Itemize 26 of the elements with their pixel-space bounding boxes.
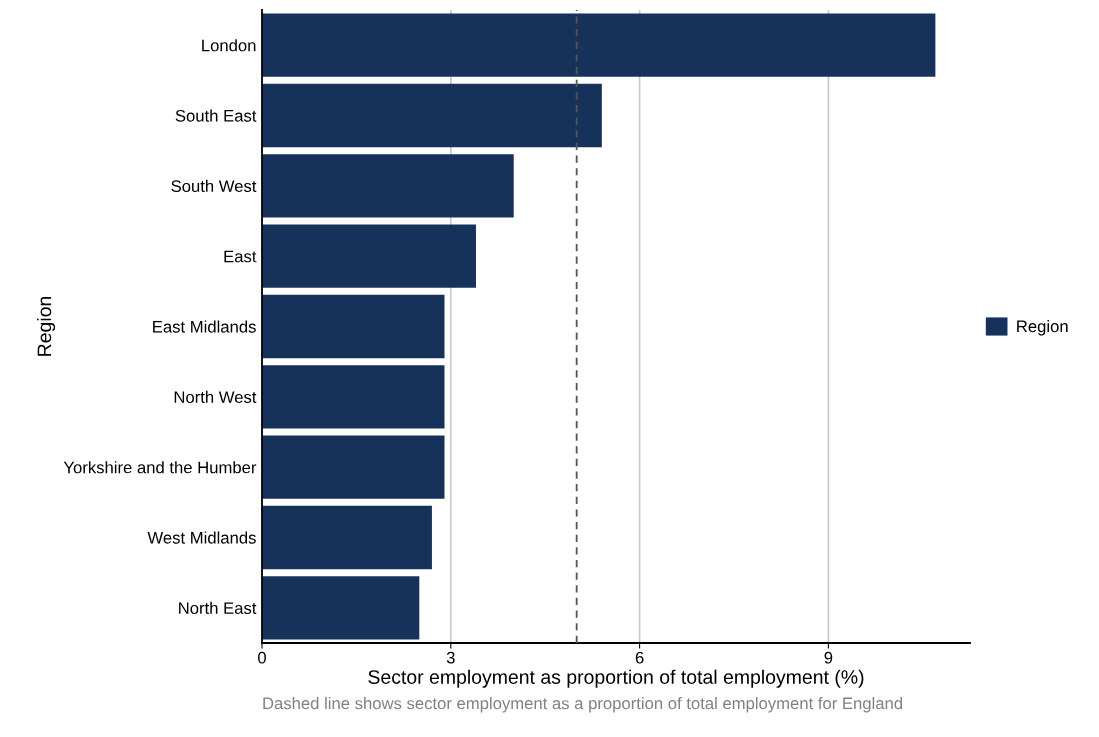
- y-tick-label: East: [224, 250, 257, 263]
- y-tick-label: North West: [174, 390, 257, 404]
- x-axis-title: Sector employment as proportion of total employment (%): [368, 669, 864, 688]
- y-tick-label: North East: [179, 601, 257, 615]
- y-tick-label: Yorkshire and the Humber: [63, 461, 257, 474]
- bar: [262, 294, 445, 359]
- y-tick-label: West Midlands: [147, 531, 256, 544]
- x-tick-label: 6: [635, 651, 644, 664]
- bar: [262, 435, 445, 499]
- bar: [262, 83, 602, 148]
- y-tick-label: South East: [175, 109, 257, 122]
- x-tick-label: 0: [258, 651, 266, 664]
- y-axis-title: Region: [36, 296, 56, 356]
- text: Dashed line shows sector employment as a proportion of total employment for England: [263, 697, 903, 713]
- bar: [262, 505, 432, 570]
- legend-label: Region: [1017, 320, 1068, 336]
- bar: [262, 154, 514, 218]
- x-tick-label: 9: [824, 651, 833, 664]
- bar: [262, 365, 445, 429]
- y-tick-label: East Midlands: [153, 320, 256, 333]
- y-tick-label: South West: [171, 179, 257, 193]
- y-tick-label: London: [202, 39, 256, 52]
- x-tick-label: 3: [446, 651, 455, 664]
- bar: [262, 224, 476, 288]
- bar: [262, 13, 936, 77]
- bar: [262, 576, 420, 640]
